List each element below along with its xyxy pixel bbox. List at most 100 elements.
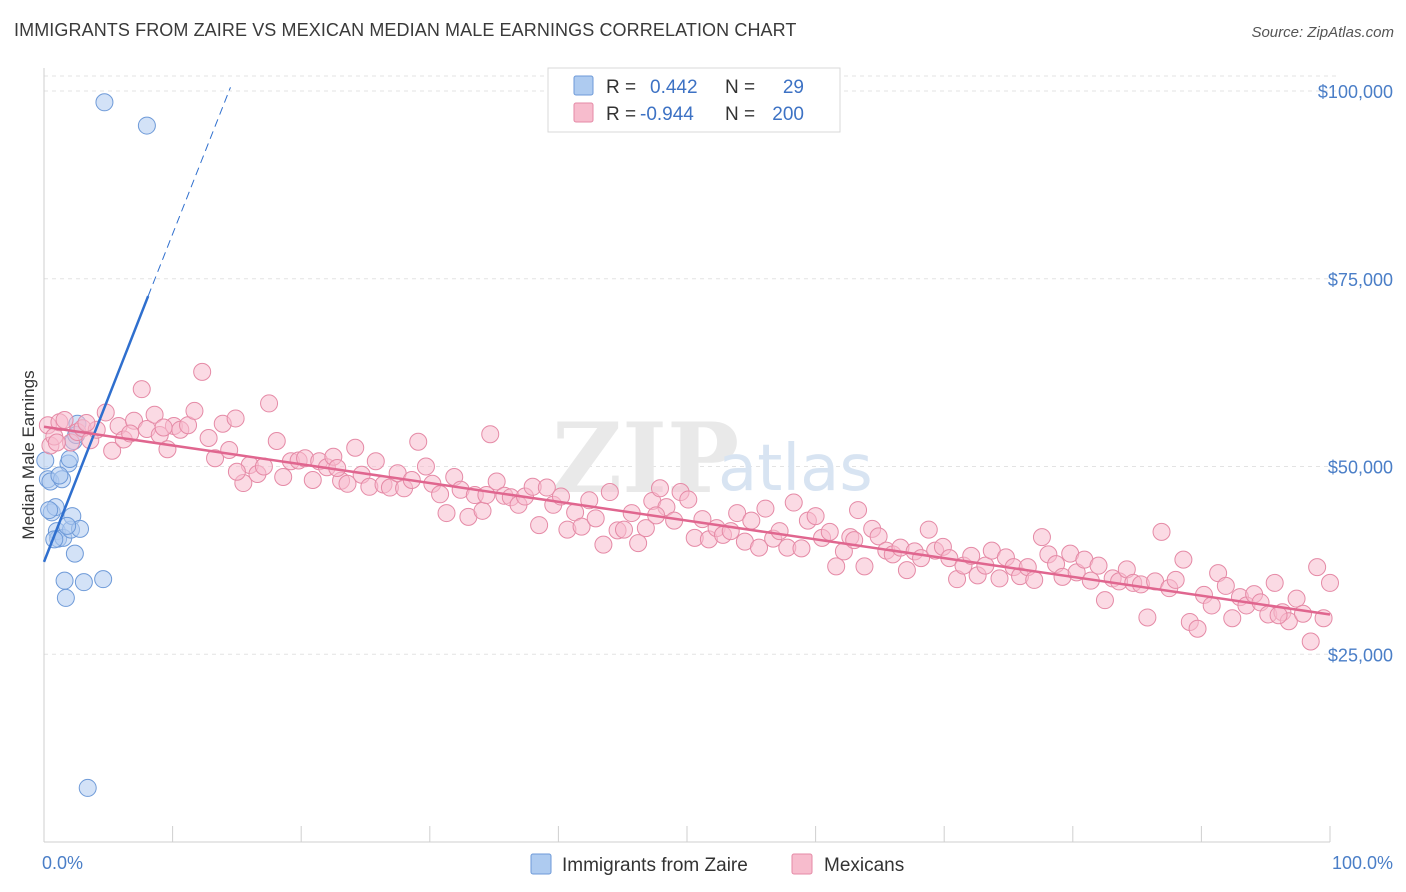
mexicans-point (477, 486, 496, 505)
mexicans-point (820, 522, 839, 541)
mexicans-point (806, 507, 825, 526)
zaire-point (78, 778, 97, 797)
mexicans-point (614, 520, 633, 539)
y-tick-label: $100,000 (1318, 82, 1393, 102)
mexicans-point (260, 394, 279, 413)
mexicans-point (919, 520, 938, 539)
x-tick-label-max: 100.0% (1332, 853, 1393, 873)
source-credit: Source: ZipAtlas.com (1251, 24, 1394, 41)
mexicans-point (409, 432, 428, 451)
mexicans-point (537, 478, 556, 497)
zaire-trend-line (42, 295, 150, 563)
mexicans-point (629, 534, 648, 553)
zaire-point (60, 450, 79, 468)
mexicans-point (1152, 522, 1171, 541)
legend-n-value-mexicans: 200 (772, 104, 804, 125)
mexicans-point (185, 401, 204, 420)
series-legend: Immigrants from Zaire Mexicans (530, 853, 904, 876)
mexicans-point (827, 557, 846, 576)
x-tick-label-min: 0.0% (42, 853, 83, 873)
mexicans-point (750, 538, 769, 557)
mexicans-point (220, 440, 239, 459)
bottom-legend-label-zaire: Immigrants from Zaire (562, 855, 748, 876)
mexicans-point (487, 472, 506, 491)
mexicans-point (473, 501, 492, 520)
bottom-legend-label-mexicans: Mexicans (824, 855, 904, 876)
mexicans-point (1287, 589, 1306, 608)
mexicans-point (1089, 556, 1108, 575)
zaire-point (56, 588, 75, 607)
mexicans-point (437, 504, 456, 523)
mexicans-point (103, 441, 122, 460)
mexicans-point (274, 468, 293, 487)
mexicans-point (206, 449, 225, 468)
watermark-atlas: atlas (718, 432, 873, 506)
mexicans-point (346, 438, 365, 457)
zaire-point (55, 571, 74, 590)
legend-swatch-zaire (573, 75, 594, 96)
mexicans-point (47, 433, 66, 452)
mexicans-trend-line (43, 425, 1331, 616)
legend-r-label-zaire: R = (606, 77, 636, 98)
mexicans-point (1265, 573, 1284, 592)
mexicans-point (227, 462, 246, 481)
y-tick-label: $50,000 (1328, 458, 1393, 478)
mexicans-point (303, 471, 322, 490)
watermark: ZIP atlas (552, 402, 873, 515)
mexicans-point (962, 546, 981, 565)
bottom-legend-swatch-mexicans (791, 853, 813, 875)
mexicans-point (431, 485, 450, 504)
mexicans-point (869, 527, 888, 546)
mexicans-point (416, 457, 435, 476)
trend-lines (42, 87, 1331, 616)
legend-r-value-mexicans: -0.944 (640, 104, 694, 125)
mexicans-point (1025, 570, 1044, 589)
zaire-point (95, 93, 114, 112)
zaire-point (74, 573, 93, 592)
mexicans-point (756, 499, 775, 518)
mexicans-point (77, 413, 96, 432)
chart-title: IMMIGRANTS FROM ZAIRE VS MEXICAN MEDIAN … (14, 20, 797, 40)
mexicans-point (636, 519, 655, 538)
zaire-point (50, 466, 69, 485)
mexicans-point (1188, 619, 1207, 638)
mexicans-point (586, 509, 605, 528)
mexicans-point (742, 511, 761, 530)
zaire-trend-extension (147, 87, 231, 297)
mexicans-point (338, 474, 357, 493)
mexicans-point (1269, 606, 1288, 625)
mexicans-point (855, 557, 874, 576)
legend-box (547, 67, 841, 133)
y-tick-labels: $25,000 $50,000 $75,000 $100,000 (1318, 82, 1393, 665)
y-tick-label: $75,000 (1328, 270, 1393, 290)
mexicans-point (145, 405, 164, 424)
mexicans-point (1166, 570, 1185, 589)
mexicans-point (154, 418, 173, 437)
y-axis-label: Median Male Earnings (19, 370, 38, 539)
grid-lines (44, 75, 1336, 655)
mexicans-point (193, 362, 212, 381)
legend-r-label-mexicans: R = (606, 104, 636, 125)
mexicans-point (849, 501, 868, 520)
zaire-point (65, 544, 84, 563)
mexicans-point (199, 428, 218, 447)
mexicans-point (481, 425, 500, 444)
legend-n-value-zaire: 29 (783, 77, 804, 98)
legend-r-value-zaire: 0.442 (650, 77, 698, 98)
mexicans-point (1138, 608, 1157, 627)
mexicans-point (55, 410, 74, 429)
legend-n-label-mexicans: N = (725, 104, 755, 125)
mexicans-point (650, 479, 669, 498)
mexicans-point (1321, 573, 1339, 592)
mexicans-point (572, 517, 591, 536)
correlation-legend: R = 0.442 N = 29 R = -0.944 N = 200 (547, 67, 841, 133)
mexicans-point (990, 569, 1009, 588)
mexicans-point (530, 516, 549, 535)
mexicans-point (226, 409, 245, 428)
zaire-point (137, 116, 156, 135)
zaire-point (94, 570, 113, 589)
mexicans-point (1032, 528, 1051, 547)
mexicans-point (600, 483, 619, 502)
y-tick-label: $25,000 (1328, 645, 1393, 665)
